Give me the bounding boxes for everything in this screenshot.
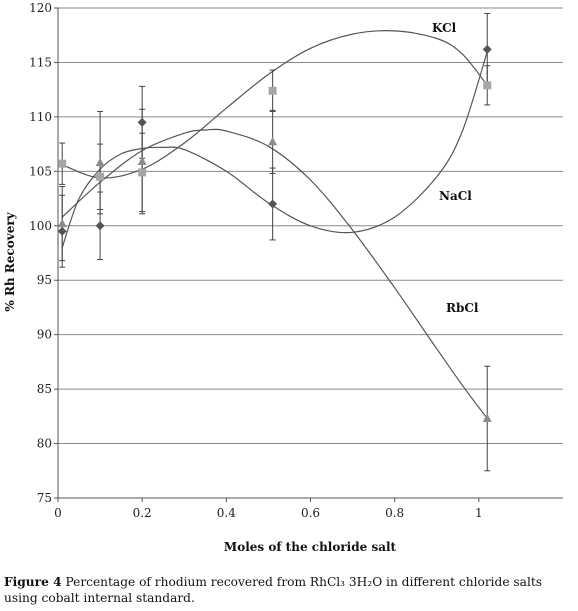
y-tick-label: 105 (29, 164, 52, 178)
series-label-rbcl: RbCl (446, 301, 479, 315)
x-tick-label: 0.2 (133, 506, 152, 520)
fit-curve-nacl (61, 51, 488, 248)
fit-curve-rbcl (61, 128, 488, 419)
y-tick-label: 90 (37, 328, 52, 342)
point-rbcl (482, 413, 492, 423)
series-label-kcl: KCl (432, 21, 457, 35)
figure-caption: Figure 4 Percentage of rhodium recovered… (4, 574, 576, 606)
x-tick-label: 0 (54, 506, 62, 520)
chart: 75 80 85 90 95 100 105 110 115 120 0 0.2 0.4 0.6 0.8 1… (3, 1, 563, 554)
y-axis-label: % Rh Recovery (3, 211, 17, 311)
data-points (57, 44, 492, 423)
y-tick-labels: 75 80 85 90 95 100 105 110 115 120 (29, 1, 52, 505)
point-kcl (138, 168, 147, 177)
x-tick-label: 0.8 (385, 506, 404, 520)
point-nacl (57, 226, 67, 236)
figure-caption-text: Percentage of rhodium recovered from RhC… (4, 575, 543, 605)
point-nacl (137, 117, 147, 127)
y-tick-label: 110 (29, 110, 52, 124)
x-tick-label: 0.4 (217, 506, 236, 520)
series-label-nacl: NaCl (439, 189, 472, 203)
point-kcl (483, 81, 492, 90)
point-kcl (58, 159, 67, 168)
y-tick-label: 120 (29, 1, 52, 15)
figure-number: Figure 4 (4, 575, 62, 589)
point-rbcl (57, 218, 67, 228)
point-rbcl (95, 157, 105, 167)
point-rbcl (268, 136, 278, 146)
point-kcl (96, 172, 105, 181)
point-nacl (482, 44, 492, 54)
point-nacl (268, 199, 278, 209)
point-rbcl (137, 156, 147, 166)
x-tick-label: 1 (475, 506, 483, 520)
fit-curve-kcl (61, 30, 488, 179)
x-tick-label: 0.6 (301, 506, 320, 520)
x-axis-label: Moles of the chloride salt (224, 540, 397, 554)
y-tick-label: 100 (29, 219, 52, 233)
point-nacl (95, 221, 105, 231)
error-bars (59, 12, 491, 472)
y-tick-label: 95 (37, 273, 52, 287)
y-tick-label: 85 (37, 382, 52, 396)
x-tick-labels: 0 0.2 0.4 0.6 0.8 1 (54, 506, 482, 520)
y-tick-label: 80 (37, 437, 52, 451)
point-kcl (268, 86, 277, 95)
y-tick-label: 115 (29, 55, 52, 69)
axes (54, 7, 563, 502)
y-tick-label: 75 (37, 491, 52, 505)
